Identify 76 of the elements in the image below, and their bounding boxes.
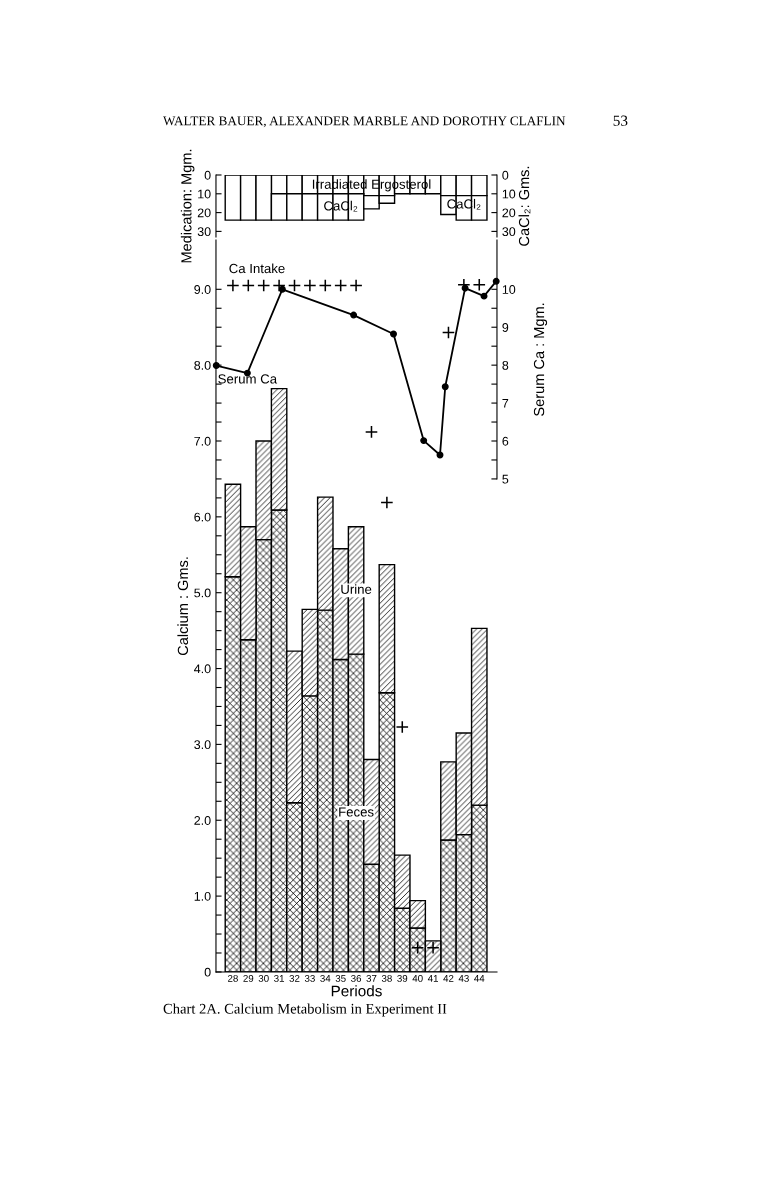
point: [420, 437, 428, 445]
y2-tick-label: 8: [502, 360, 509, 370]
y2-tick-label: 0: [502, 170, 509, 180]
x-tick-label: 36: [351, 974, 362, 982]
point: [241, 278, 255, 293]
x-tick-label: 42: [443, 974, 454, 982]
series-label: Feces: [339, 807, 374, 817]
x-tick-label: 38: [381, 974, 392, 982]
y-tick-label: 8.0: [194, 360, 211, 370]
y-tick-label: 20: [197, 208, 211, 218]
y-tick-label: 3.0: [194, 740, 211, 750]
x-tick-label: 31: [274, 974, 285, 982]
point: [380, 495, 394, 510]
y2-axis-title: Serum Ca : Mgm.: [533, 303, 548, 416]
x-tick-label: 34: [320, 974, 331, 982]
y2-tick-label: 7: [502, 399, 509, 408]
y2-tick-label: 9: [502, 323, 509, 332]
x-tick-label: 43: [458, 974, 469, 982]
point: [350, 311, 358, 319]
y2-tick-label: 20: [502, 208, 516, 218]
y2-axis-title: CaCl₂: Gms.: [518, 166, 531, 246]
y-tick-label: 6.0: [194, 512, 211, 522]
point: [480, 292, 488, 300]
point: [472, 278, 486, 292]
point: [390, 330, 397, 338]
y-tick-label: 0: [204, 170, 211, 180]
point: [257, 278, 271, 293]
y-tick-label: 7.0: [194, 436, 211, 446]
x-tick-label: 40: [412, 974, 423, 982]
text: Chart 2A. Calcium Metabolism in Experiment II: [163, 1003, 447, 1017]
point: [349, 278, 363, 293]
point: [441, 325, 456, 340]
y2-tick-label: 10: [502, 285, 516, 294]
text: 53: [613, 115, 628, 126]
point: [287, 278, 302, 293]
y-axis-title: Medication: Mgm.: [180, 149, 195, 263]
point: [318, 278, 332, 293]
point: [461, 284, 469, 292]
x-tick-label: 29: [243, 974, 254, 982]
x-tick-label: 35: [335, 974, 346, 982]
point: [278, 285, 286, 293]
point: [226, 278, 240, 293]
series-label: Ca Intake: [229, 263, 285, 274]
y2-tick-label: 6: [502, 436, 509, 446]
x-tick-label: 39: [397, 974, 408, 982]
point: [426, 941, 440, 955]
x-tick-label: 32: [289, 974, 300, 982]
x-tick-label: 33: [304, 974, 315, 982]
y2-tick-label: 5: [502, 474, 509, 484]
x-tick-label: 37: [366, 974, 377, 982]
y-tick-label: 5.0: [194, 588, 211, 598]
x-tick-label: 30: [258, 974, 269, 982]
point: [395, 720, 409, 734]
series-label: Serum Ca: [218, 374, 278, 384]
x-tick-label: 28: [227, 974, 238, 982]
y2-tick-label: 30: [502, 227, 516, 237]
series-label: Urine: [341, 584, 372, 594]
y-tick-label: 9.0: [194, 285, 211, 294]
text: WALTER BAUER, ALEXANDER MARBLE AND DOROTHY CLAFLIN: [163, 116, 566, 128]
x-tick-label: 44: [474, 975, 485, 982]
point: [303, 278, 317, 293]
point: [441, 383, 449, 391]
y-tick-label: 10: [198, 189, 211, 199]
y-tick-label: 1.0: [194, 891, 211, 901]
point: [364, 425, 379, 439]
point: [334, 278, 348, 293]
x-tick-label: 41: [427, 975, 439, 982]
y-tick-label: 2.0: [194, 816, 211, 825]
point: [272, 278, 286, 293]
y2-tick-label: 10: [502, 189, 516, 199]
y-axis-title: Calcium : Gms.: [177, 557, 189, 656]
x-axis-title: Periods: [331, 985, 382, 997]
y-tick-label: 4.0: [194, 664, 211, 674]
y-tick-label: 0: [204, 967, 211, 977]
y-tick-label: 30: [197, 227, 211, 237]
point: [492, 277, 500, 285]
